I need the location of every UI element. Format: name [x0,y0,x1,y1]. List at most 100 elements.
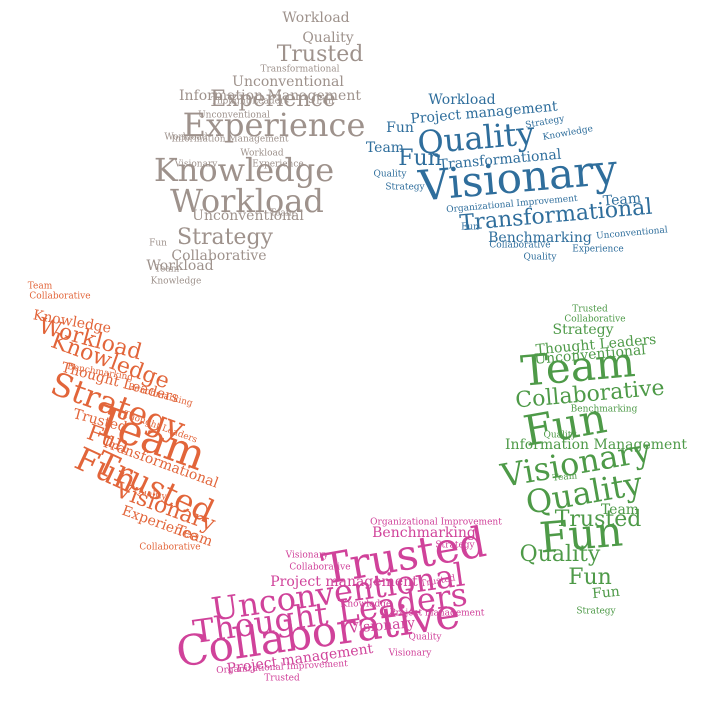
word-gray-2: Trusted [276,42,364,67]
word-pink-2: Benchmarking [372,525,476,541]
word-gray-14: Knowledge [153,151,335,189]
word-pink-7: Project management [270,574,418,590]
word-blue-9: Fun [398,146,442,171]
word-green-1: Trusted [572,304,608,315]
word-blue-1: Workload [428,92,496,108]
word-gray-18: Experience [252,159,304,170]
word-gray-17: Workload [170,182,324,220]
word-gray-25: Team [154,264,180,275]
word-orange-10: Trusted [71,406,129,436]
word-gray-11: Unconventional [198,110,270,121]
word-orange-11: Thought Leaders [121,409,199,446]
word-orange-4: Workload [35,313,145,366]
word-pink-8: Trusted [419,573,457,590]
word-gray-23: Fun [149,238,167,249]
word-pink-14: Collaborative [173,588,463,677]
word-orange-3: Knowledge [31,307,113,337]
word-gray-1: Quality [302,30,354,46]
word-gray-9: Fun [316,96,334,107]
word-pink-16: Project management [225,640,375,678]
word-gray-12: Workload [164,132,208,143]
word-green-13: Team [552,471,578,484]
word-blue-4: Strategy [524,114,566,131]
word-blue-2: Project management [409,98,559,128]
word-blue-17: Benchmarking [488,230,592,246]
word-green-11: Information Management [505,437,687,453]
word-orange-21: Collaborative [139,542,201,553]
word-pink-18: Organizational Improvement [215,659,348,676]
word-blue-8: Transformational [438,146,562,174]
word-green-14: Quality [522,464,646,522]
word-pink-5: Visionary [285,550,329,561]
word-orange-7: Thought Leaders [59,359,181,407]
word-green-18: Quality [519,542,601,567]
word-orange-1: Team [27,281,53,292]
word-green-3: Strategy [552,322,614,338]
word-blue-18: Unconventional [595,225,669,242]
word-green-15: Team [600,502,640,518]
word-pink-11: Knowledge [340,599,392,610]
word-green-19: Fun [568,565,612,590]
word-orange-14: Transformational [99,434,221,492]
word-green-21: Strategy [576,606,616,617]
word-blue-12: Strategy [385,182,425,193]
word-gray-3: Workload [282,10,350,26]
word-orange-16: Trusted [89,443,221,531]
word-pink-17: Visionary [388,648,432,659]
word-green-20: Fun [591,583,621,603]
word-blue-11: Quality [373,169,407,180]
word-blue-10: Visionary [416,144,620,211]
word-pink-15: Quality [408,632,442,643]
word-orange-19: Experience [119,502,201,546]
word-green-4: Thought Leaders [535,331,657,359]
word-green-7: Collaborative [514,375,666,414]
word-gray-26: Knowledge [150,276,202,287]
word-orange-8: Benchmarking [126,382,194,409]
word-gray-22: Collaborative [171,248,267,264]
word-pink-3: Strategy [435,540,475,551]
word-pink-19: Trusted [264,673,300,684]
word-blue-21: Experience [572,244,624,255]
word-gray-5: Unconventional [232,74,344,90]
word-blue-15: Transformational [458,194,654,237]
word-orange-5: Knowledge [47,328,173,395]
word-orange-13: Team [88,394,213,481]
word-pink-13: Visionary [348,615,416,637]
word-blue-20: Quality [523,252,557,263]
word-orange-17: Quality [132,486,168,503]
word-blue-19: Collaborative [489,240,551,251]
word-green-16: Trusted [554,507,642,532]
word-blue-6: Team [365,140,405,156]
word-blue-7: Knowledge [542,124,594,143]
word-green-12: Visionary [497,431,655,495]
word-gray-8: Experience [210,87,336,112]
word-blue-16: Fun [461,222,479,233]
word-gray-15: Workload [240,148,284,159]
word-gray-13: Information Management [171,134,289,145]
word-gray-7: Thought Leaders [211,96,289,107]
word-gray-10: Experience [182,106,366,144]
word-orange-6: Benchmarking [66,361,134,384]
word-pink-4: Trusted [318,517,490,594]
word-gray-4: Transformational [260,64,340,75]
word-orange-2: Collaborative [29,291,91,302]
word-gray-19: Unconventional [192,208,304,224]
word-orange-12: Fun [83,420,133,459]
word-green-10: Quality [543,430,577,441]
word-green-2: Collaborative [564,314,626,325]
word-gray-16: Visionary [174,159,218,170]
word-gray-21: Strategy [177,225,273,250]
word-gray-20: Team [269,208,295,219]
word-blue-5: Fun [386,120,414,136]
word-gray-6: Information Management [179,88,361,104]
word-green-5: Unconventional [533,342,647,368]
word-orange-9: Strategy [45,364,191,448]
word-gray-24: Workload [146,258,214,274]
word-pink-10: Thought Leaders [190,574,470,652]
word-pink-12: Project management [389,608,485,619]
